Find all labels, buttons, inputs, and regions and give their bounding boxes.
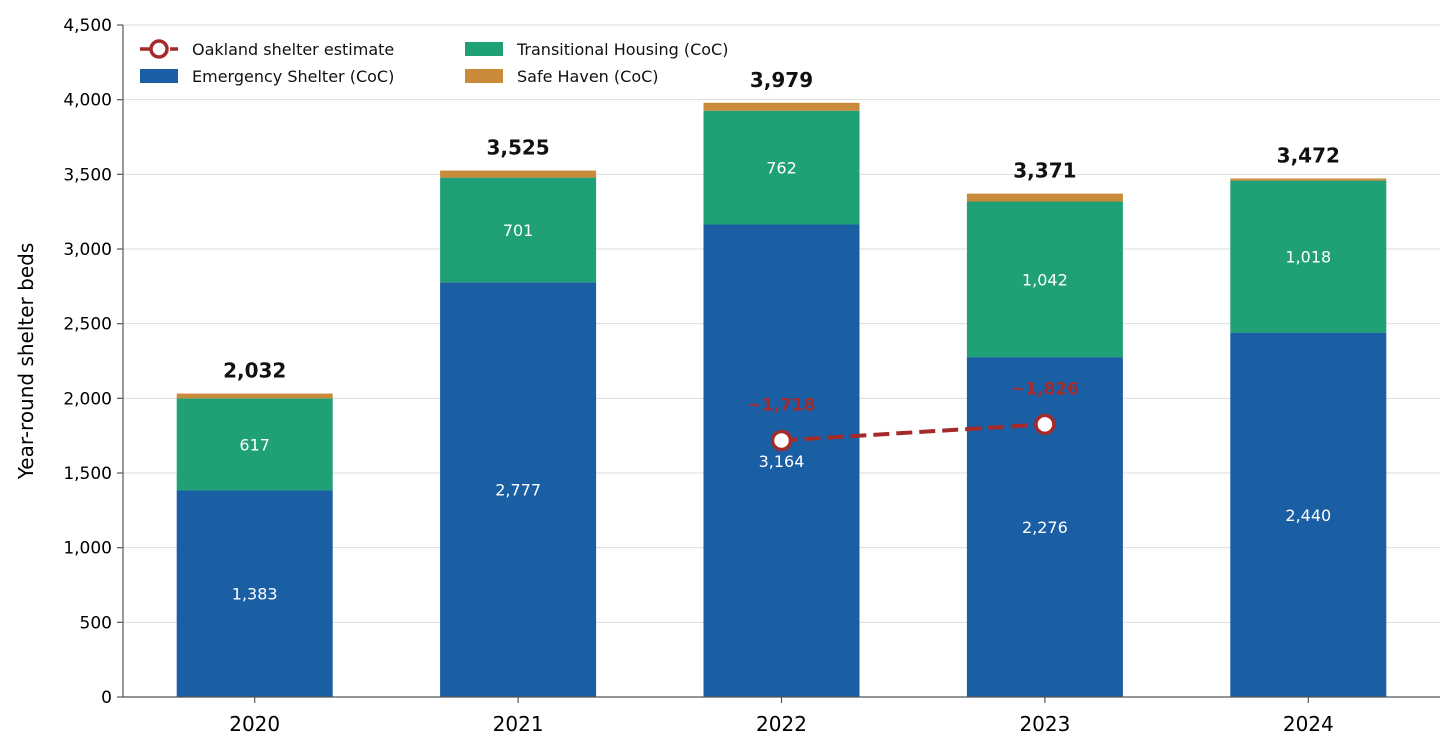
bar-segment bbox=[1230, 180, 1387, 333]
bar-segment bbox=[966, 193, 1123, 202]
segment-value-label: 3,164 bbox=[759, 452, 805, 471]
segment-value-label: 617 bbox=[239, 435, 270, 454]
y-tick-label: 2,000 bbox=[63, 389, 112, 409]
x-tick-label: 2023 bbox=[1019, 712, 1070, 736]
oakland-estimate-overlay: ~1,718 ~1,826 bbox=[747, 379, 1079, 452]
x-tick-label: 2020 bbox=[229, 712, 280, 736]
bar-segment bbox=[440, 170, 597, 178]
segment-value-label: 2,440 bbox=[1285, 506, 1331, 525]
legend-patch-swatch bbox=[140, 69, 178, 83]
bar-stacks bbox=[176, 102, 1387, 697]
y-tick-label: 1,500 bbox=[63, 464, 112, 484]
bar-total-label: 3,472 bbox=[1277, 144, 1340, 168]
bar-labels: 1,383 617 2,032 2,777 701 3,525 3,164 762 3,979 2… bbox=[223, 68, 1340, 604]
y-tick-label: 3,500 bbox=[63, 165, 112, 185]
segment-value-label: 1,018 bbox=[1285, 248, 1331, 267]
legend-label: Safe Haven (CoC) bbox=[517, 67, 659, 86]
estimate-point bbox=[1034, 413, 1056, 436]
y-tick-label: 1,000 bbox=[63, 539, 112, 559]
bar-segment bbox=[176, 393, 333, 399]
bar-total-label: 3,371 bbox=[1013, 159, 1076, 183]
estimate-line bbox=[781, 422, 1046, 443]
bar-total-label: 2,032 bbox=[223, 359, 286, 383]
legend-patch-swatch bbox=[465, 69, 503, 83]
bar-segment bbox=[703, 224, 860, 697]
y-tick-label: 3,000 bbox=[63, 240, 112, 260]
y-axis-label: Year-round shelter beds bbox=[14, 243, 38, 481]
bar-segment bbox=[703, 110, 860, 225]
bar-segment bbox=[1230, 178, 1387, 181]
y-tick-label: 500 bbox=[80, 613, 112, 633]
y-tick-label: 2,500 bbox=[63, 315, 112, 335]
segment-value-label: 762 bbox=[766, 159, 797, 178]
legend-marker-swatch bbox=[149, 39, 169, 59]
bar-total-label: 3,979 bbox=[750, 68, 813, 92]
segment-value-label: 2,276 bbox=[1022, 518, 1068, 537]
bar-segment bbox=[703, 102, 860, 111]
bar-segment bbox=[440, 177, 597, 283]
x-tick-label: 2022 bbox=[756, 712, 807, 736]
estimate-value-label: ~1,826 bbox=[1011, 379, 1079, 399]
x-tick-label: 2024 bbox=[1283, 712, 1334, 736]
x-tick-label: 2021 bbox=[493, 712, 544, 736]
estimate-point bbox=[770, 429, 793, 452]
bar-segment bbox=[440, 282, 597, 697]
bar-segment bbox=[176, 490, 333, 697]
y-tick-label: 4,000 bbox=[63, 91, 112, 111]
axes: 0 500 1,000 1,500 2,000 2,500 3,000 3,500 4,000 4… bbox=[63, 16, 1440, 736]
bar-segment bbox=[1230, 332, 1387, 697]
y-tick-label: 0 bbox=[101, 688, 112, 708]
legend-label: Transitional Housing (CoC) bbox=[516, 40, 728, 59]
legend-label: Emergency Shelter (CoC) bbox=[192, 67, 394, 86]
bar-total-label: 3,525 bbox=[486, 136, 549, 160]
legend-patch-swatch bbox=[465, 42, 503, 56]
segment-value-label: 1,042 bbox=[1022, 270, 1068, 289]
segment-value-label: 1,383 bbox=[232, 585, 278, 604]
segment-value-label: 701 bbox=[503, 221, 534, 240]
estimate-value-label: ~1,718 bbox=[747, 395, 815, 415]
bar-segment bbox=[966, 201, 1123, 358]
legend-label: Oakland shelter estimate bbox=[192, 40, 394, 59]
bar-segment bbox=[176, 398, 333, 491]
y-tick-label: 4,500 bbox=[63, 16, 112, 36]
legend: Oakland shelter estimate Emergency Shelte… bbox=[140, 39, 728, 86]
segment-value-label: 2,777 bbox=[495, 481, 541, 500]
